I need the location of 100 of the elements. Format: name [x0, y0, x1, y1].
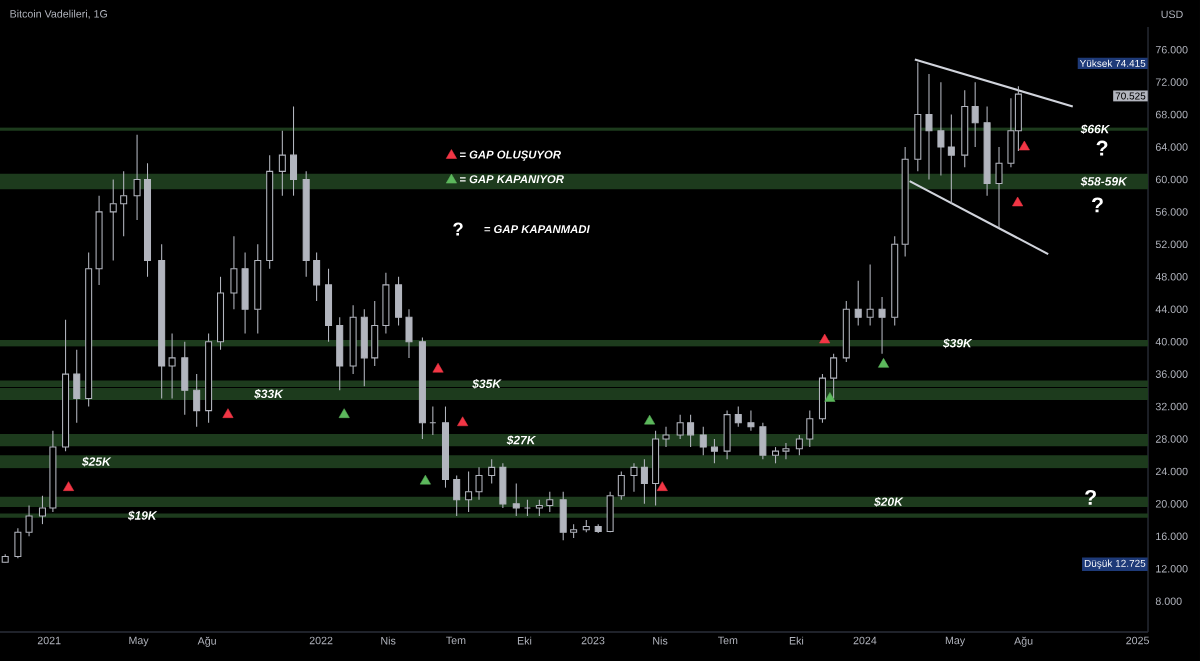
band-label: $20K: [874, 496, 904, 507]
point: [644, 414, 656, 425]
candlestick: [453, 474, 461, 517]
band-label: $25K: [81, 456, 112, 467]
candlestick: [95, 195, 103, 286]
band-label: $33K: [254, 389, 284, 399]
x-tick-label: 2023: [581, 636, 605, 645]
text: USD: [1161, 10, 1183, 19]
candlestick: [278, 130, 286, 197]
y-tick-label: 24.000: [1155, 467, 1188, 476]
y-tick-label: 16.000: [1156, 532, 1188, 541]
x-tick-label: Nis: [381, 636, 396, 645]
y-tick-label: 32.000: [1155, 402, 1188, 411]
y-tick-label: 48.000: [1155, 273, 1188, 281]
candlestick: [254, 243, 262, 335]
annotation: ?: [453, 222, 463, 236]
band-label: $39K: [942, 338, 973, 349]
point: [1018, 140, 1030, 151]
candlestick: [25, 504, 33, 537]
x-tick-label: Ağu: [197, 636, 216, 647]
point: [824, 392, 836, 402]
x-tick-label: Nis: [653, 636, 668, 645]
candlestick: [747, 410, 755, 432]
candlestick: [662, 426, 670, 448]
y-tick-label: 72.000: [1155, 78, 1188, 86]
band-label: $27K: [506, 435, 537, 446]
x-tick-label: Tem: [446, 636, 466, 645]
candlestick: [947, 114, 955, 205]
candlestick: [465, 470, 473, 513]
annotation: Düşük 12.725: [1084, 559, 1146, 569]
band-label: $35K: [472, 378, 502, 389]
x-tick-label: Ağu: [1014, 636, 1033, 647]
candlestick: [475, 466, 483, 501]
y-tick-label: 28.000: [1155, 435, 1188, 443]
candlestick: [133, 134, 141, 221]
candlestick: [73, 349, 81, 424]
candlestick: [382, 272, 390, 335]
candlestick: [818, 373, 826, 424]
y-tick-label: 64.000: [1155, 143, 1188, 151]
candlestick: [405, 308, 413, 359]
annotation: 70.525: [1115, 92, 1146, 100]
x-tick-label: May: [129, 636, 149, 647]
candlestick: [937, 81, 945, 176]
candlestick: [349, 304, 357, 375]
annotation: ?: [1085, 489, 1096, 505]
candlestick: [983, 105, 991, 197]
candlestick: [759, 422, 767, 460]
candlestick: [158, 243, 166, 399]
band-label: $58-59K: [1080, 176, 1128, 187]
x-tick-label: May: [945, 636, 966, 647]
band-label: $66K: [1080, 124, 1111, 135]
candlestick: [49, 430, 57, 513]
annotation: Yüksek 74.415: [1079, 59, 1146, 67]
y-tick-label: 44.000: [1155, 305, 1188, 313]
candlestick: [878, 296, 886, 355]
candlestick: [241, 251, 249, 335]
point: [222, 408, 234, 418]
annotation: = GAP KAPANMADI: [484, 225, 590, 234]
candlestick: [782, 442, 790, 460]
legend-label: = GAP OLUŞUYOR: [459, 150, 561, 161]
point: [819, 333, 831, 344]
y-tick-label: 12.000: [1156, 564, 1188, 573]
y-tick-label: 20.000: [1155, 500, 1188, 508]
legend-label: = GAP KAPANIYOR: [459, 175, 564, 184]
x-tick-label: 2024: [853, 636, 877, 645]
candlestick: [193, 373, 201, 428]
point: [432, 362, 444, 373]
y-tick-label: 60.000: [1155, 175, 1188, 184]
x-tick-label: 2022: [309, 636, 333, 645]
x-tick-label: Eki: [789, 636, 804, 645]
x-tick-label: 2021: [37, 636, 61, 645]
candlestick: [290, 105, 298, 197]
y-tick-label: 76.000: [1155, 45, 1188, 54]
candlestick: [925, 73, 933, 180]
y-tick-label: 56.000: [1155, 208, 1188, 216]
candlestick: [230, 235, 238, 310]
annotation: ?: [1096, 140, 1108, 156]
point: [656, 481, 668, 491]
candlestick: [630, 462, 638, 493]
point: [878, 358, 890, 368]
candlestick: [971, 81, 979, 148]
candlestick: [109, 178, 117, 262]
annotation: ?: [1091, 197, 1103, 213]
candlestick: [995, 146, 1003, 229]
point: [338, 408, 350, 418]
candlestick: [901, 146, 909, 258]
y-tick-label: 52.000: [1155, 240, 1188, 249]
candlestick: [866, 264, 874, 326]
y-tick-label: 40.000: [1155, 337, 1188, 346]
candlestick: [120, 170, 128, 237]
point: [1012, 196, 1024, 207]
candlestick: [168, 333, 176, 399]
point: [63, 481, 74, 491]
x-tick-label: Eki: [517, 636, 532, 645]
x-tick-label: 2025: [1126, 636, 1149, 645]
y-tick-label: 68.000: [1155, 110, 1188, 119]
candlestick: [143, 162, 152, 278]
x-tick-label: Tem: [718, 636, 738, 645]
candlestick: [617, 470, 625, 501]
candlestick: [723, 410, 731, 460]
